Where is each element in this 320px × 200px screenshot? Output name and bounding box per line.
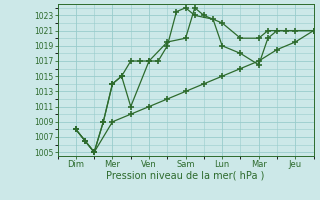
X-axis label: Pression niveau de la mer( hPa ): Pression niveau de la mer( hPa ) <box>107 171 265 181</box>
